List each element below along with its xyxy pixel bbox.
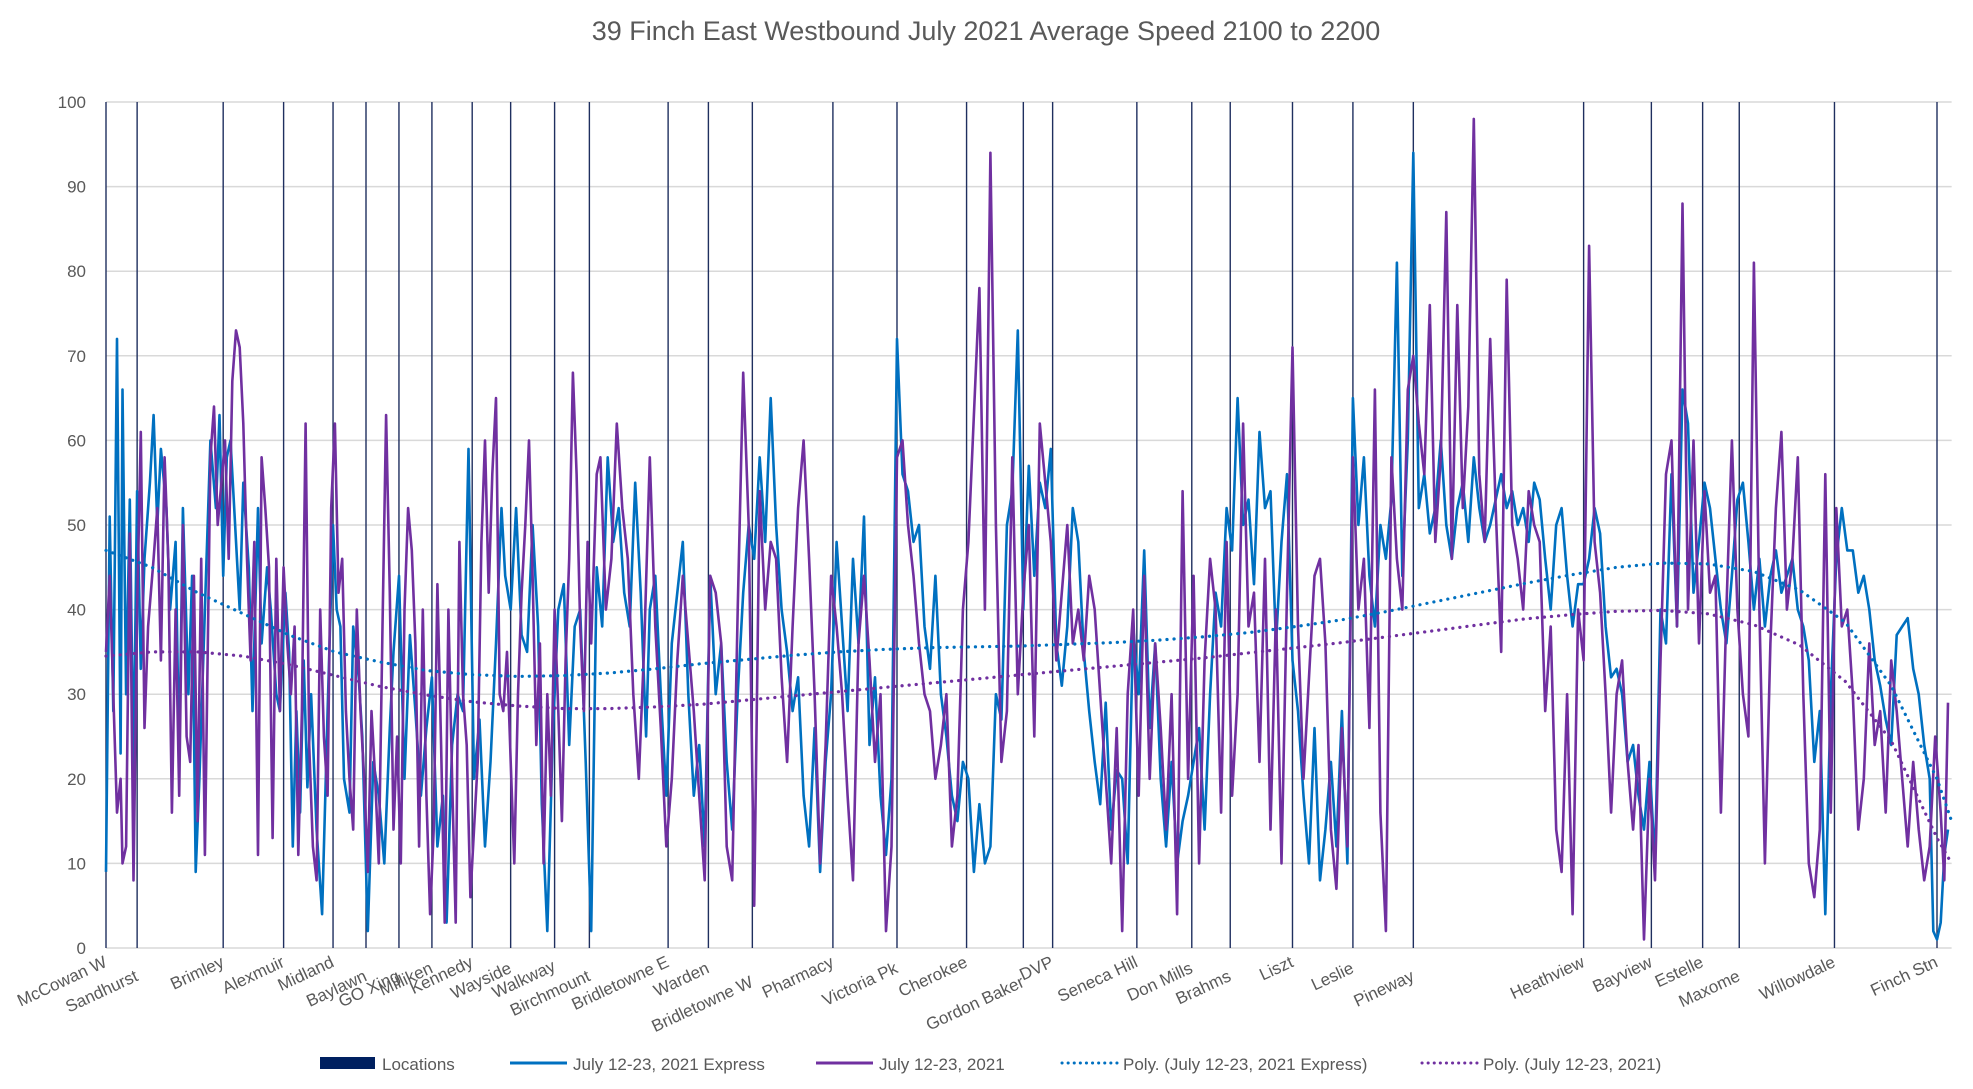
y-tick-label: 50	[67, 516, 86, 535]
series	[104, 117, 1954, 941]
x-tick-label: Bayview	[1590, 952, 1656, 996]
y-tick-label: 0	[77, 939, 86, 958]
legend-swatch-locations	[320, 1057, 375, 1069]
legend-label: July 12-23, 2021	[879, 1055, 1005, 1074]
x-tick-label: Pineway	[1351, 966, 1418, 1011]
x-tick-label: DVP	[1017, 952, 1057, 984]
y-tick-label: 40	[67, 601, 86, 620]
legend-label: Locations	[382, 1055, 455, 1074]
y-tick-label: 70	[67, 347, 86, 366]
x-tick-label: Cherokee	[895, 952, 970, 1000]
y-axis-ticks: 0 10 20 30 40 50 60 70 80 90 100	[58, 93, 86, 958]
y-tick-label: 80	[67, 262, 86, 281]
legend-label: Poly. (July 12-23, 2021 Express)	[1123, 1055, 1367, 1074]
x-tick-label: Finch Stn	[1868, 952, 1941, 1000]
y-tick-label: 90	[67, 178, 86, 197]
series-line-poly-july-12-23-2021	[104, 608, 1954, 865]
y-tick-label: 100	[58, 93, 86, 112]
legend: Locations July 12-23, 2021 Express July 12…	[320, 1055, 1661, 1074]
x-tick-label: Liszt	[1256, 952, 1296, 984]
legend-label: Poly. (July 12-23, 2021)	[1483, 1055, 1661, 1074]
y-tick-label: 30	[67, 685, 86, 704]
x-tick-label: Brimley	[167, 952, 227, 993]
chart-title: 39 Finch East Westbound July 2021 Averag…	[592, 16, 1381, 46]
series-line-july-12-23-2021	[104, 117, 1950, 941]
legend-label: July 12-23, 2021 Express	[573, 1055, 765, 1074]
x-tick-label: Alexmuir	[219, 952, 287, 997]
y-tick-label: 60	[67, 431, 86, 450]
y-tick-label: 20	[67, 770, 86, 789]
x-tick-label: Leslie	[1308, 958, 1356, 994]
x-tick-label: Seneca Hill	[1055, 952, 1141, 1006]
x-tick-label: Heathview	[1507, 952, 1588, 1003]
series-line-july-12-23-2021-express	[104, 151, 1950, 941]
y-tick-label: 10	[67, 854, 86, 873]
x-tick-label: Willowdale	[1756, 952, 1838, 1004]
